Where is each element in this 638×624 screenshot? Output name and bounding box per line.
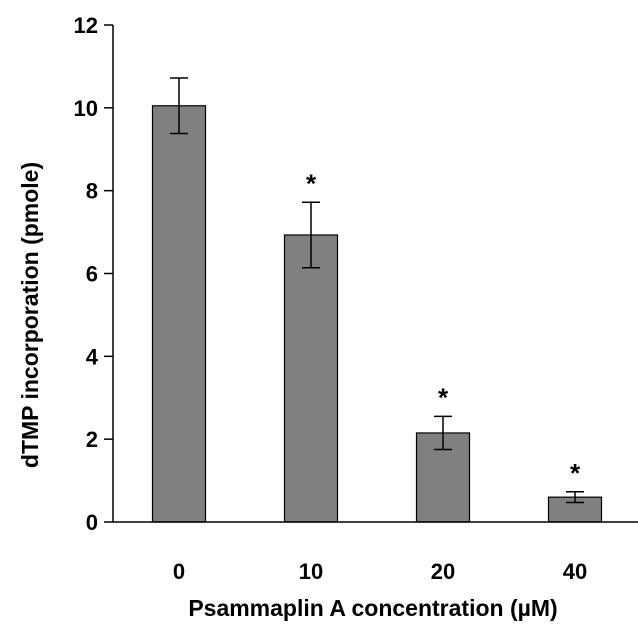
y-tick-label: 6 bbox=[86, 262, 98, 287]
significance-marker-40: * bbox=[570, 458, 581, 488]
x-tick-label-10: 10 bbox=[299, 559, 323, 584]
bar-0 bbox=[151, 105, 207, 523]
significance-marker-20: * bbox=[438, 382, 449, 412]
y-tick-label: 8 bbox=[86, 179, 98, 204]
y-axis-title: dTMP incorporation (pmole) bbox=[17, 162, 43, 468]
error-bar-10 bbox=[302, 201, 320, 269]
significance-marker-10: * bbox=[306, 168, 317, 198]
x-axis-title: Psammaplin A concentration (µM) bbox=[188, 595, 557, 621]
y-tick-label: 12 bbox=[74, 13, 98, 38]
bars bbox=[151, 105, 603, 523]
x-tick-label-20: 20 bbox=[431, 559, 455, 584]
significance-markers: * * * bbox=[306, 168, 581, 488]
error-bar-40 bbox=[566, 491, 584, 504]
y-tick-label: 0 bbox=[86, 510, 98, 535]
x-tick-label-40: 40 bbox=[563, 559, 587, 584]
y-axis-ticks: 0 2 4 6 8 10 12 bbox=[74, 13, 113, 535]
y-tick-label: 10 bbox=[74, 96, 98, 121]
y-tick-label: 2 bbox=[86, 427, 98, 452]
error-bars bbox=[170, 77, 584, 504]
error-bar-20 bbox=[434, 415, 452, 451]
y-tick-label: 4 bbox=[86, 344, 99, 369]
bar-10 bbox=[283, 234, 339, 523]
x-axis-ticks: 0 10 20 40 bbox=[173, 559, 587, 584]
error-bar-0 bbox=[170, 77, 188, 135]
x-tick-label-0: 0 bbox=[173, 559, 185, 584]
